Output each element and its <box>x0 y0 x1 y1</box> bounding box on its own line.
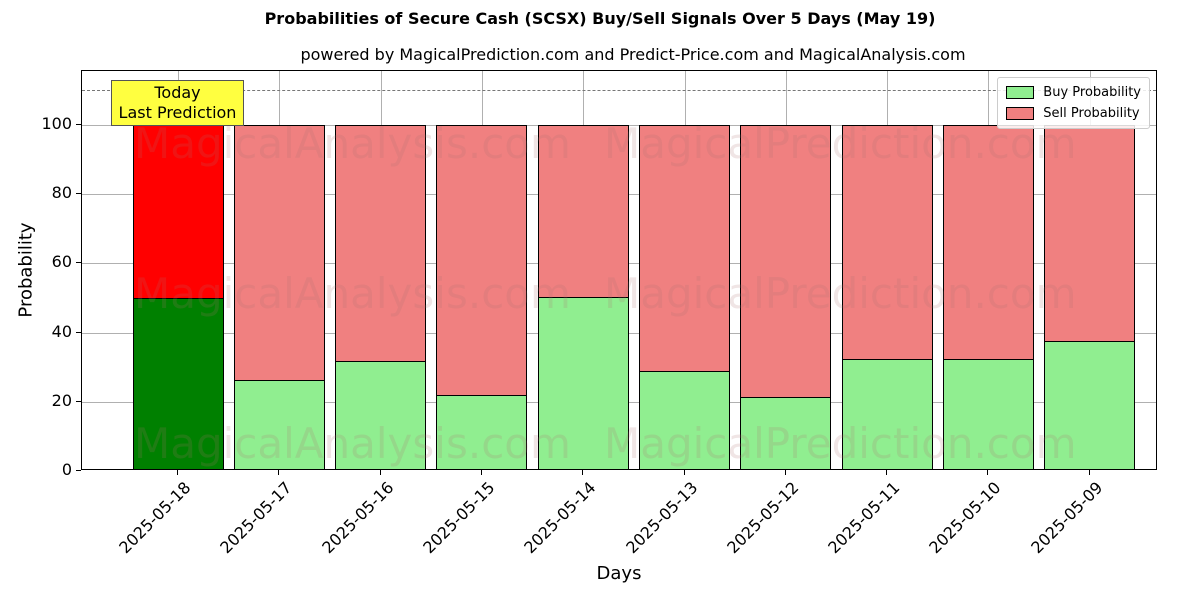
y-tick-mark <box>76 470 81 471</box>
bar-sell-2025-05-16 <box>335 124 427 362</box>
bar-sell-2025-05-14 <box>537 124 629 298</box>
x-tick-mark <box>987 470 989 475</box>
legend-item-buy: Buy Probability <box>1006 82 1141 103</box>
bar-buy-2025-05-14 <box>537 296 629 469</box>
plot-area: MagicalAnalysis.comMagicalPrediction.com… <box>81 70 1157 470</box>
legend-swatch-sell <box>1006 107 1035 120</box>
x-tick-mark <box>177 470 178 475</box>
x-tick-label: 2025-05-13 <box>621 478 701 558</box>
x-tick-label: 2025-05-16 <box>317 478 398 558</box>
x-tick-label: 2025-05-17 <box>216 478 296 558</box>
bar-sell-2025-05-15 <box>436 124 528 396</box>
bar-buy-2025-05-09 <box>1044 340 1136 469</box>
y-tick-label: 60 <box>51 252 72 272</box>
y-tick-mark <box>76 400 81 402</box>
legend-label-sell: Sell Probability <box>1043 106 1140 121</box>
x-tick-label: 2025-05-09 <box>1026 478 1107 558</box>
legend: Buy Probability Sell Probability <box>997 77 1150 129</box>
annotation-line-today: Today <box>154 83 201 102</box>
y-tick-mark <box>76 123 81 125</box>
chart-subtitle: powered by MagicalPrediction.com and Pre… <box>300 45 966 64</box>
bar-buy-2025-05-17 <box>233 379 325 469</box>
legend-item-sell: Sell Probability <box>1006 103 1141 124</box>
x-tick-label: 2025-05-10 <box>925 478 1005 558</box>
bar-buy-2025-05-12 <box>740 396 832 469</box>
bar-buy-2025-05-15 <box>436 394 528 469</box>
chart-title: Probabilities of Secure Cash (SCSX) Buy/… <box>264 9 936 28</box>
x-tick-mark <box>582 470 584 475</box>
bar-sell-2025-05-17 <box>233 124 325 381</box>
x-tick-mark <box>886 470 888 475</box>
bar-buy-2025-05-11 <box>841 358 933 469</box>
x-tick-label: 2025-05-11 <box>824 478 904 558</box>
bar-buy-2025-05-18 <box>132 297 224 469</box>
bar-buy-2025-05-10 <box>942 358 1034 469</box>
y-tick-label: 100 <box>41 113 72 133</box>
y-axis-label: Probability <box>15 222 37 318</box>
bar-sell-2025-05-09 <box>1044 124 1136 342</box>
x-tick-label: 2025-05-15 <box>419 478 499 558</box>
x-tick-mark <box>379 470 381 475</box>
legend-label-buy: Buy Probability <box>1043 85 1141 100</box>
x-tick-mark <box>480 470 482 475</box>
y-tick-mark <box>76 262 81 264</box>
bar-sell-2025-05-18 <box>132 124 224 299</box>
annotation-line-last-prediction: Last Prediction <box>118 103 237 122</box>
y-tick-mark <box>76 193 81 195</box>
y-tick-label: 0 <box>61 460 72 479</box>
bar-sell-2025-05-11 <box>841 124 933 360</box>
reference-line-dashed <box>82 90 1156 92</box>
x-tick-mark <box>683 470 685 475</box>
x-tick-mark <box>784 470 786 475</box>
bar-buy-2025-05-16 <box>335 360 427 469</box>
x-tick-mark <box>1088 470 1090 475</box>
x-tick-label: 2025-05-14 <box>520 478 600 558</box>
bar-sell-2025-05-10 <box>942 124 1034 360</box>
y-tick-label: 40 <box>51 321 72 341</box>
x-tick-label: 2025-05-18 <box>115 478 195 558</box>
y-tick-label: 20 <box>51 390 72 410</box>
x-axis-label: Days <box>596 563 642 584</box>
y-tick-label: 80 <box>51 183 72 203</box>
today-annotation: Today Last Prediction <box>111 80 244 126</box>
bar-buy-2025-05-13 <box>639 371 730 469</box>
x-tick-mark <box>278 470 280 475</box>
legend-swatch-buy <box>1006 86 1035 99</box>
bar-sell-2025-05-12 <box>740 124 832 398</box>
bar-sell-2025-05-13 <box>639 124 730 373</box>
y-tick-mark <box>76 331 81 333</box>
x-tick-label: 2025-05-12 <box>723 478 803 558</box>
